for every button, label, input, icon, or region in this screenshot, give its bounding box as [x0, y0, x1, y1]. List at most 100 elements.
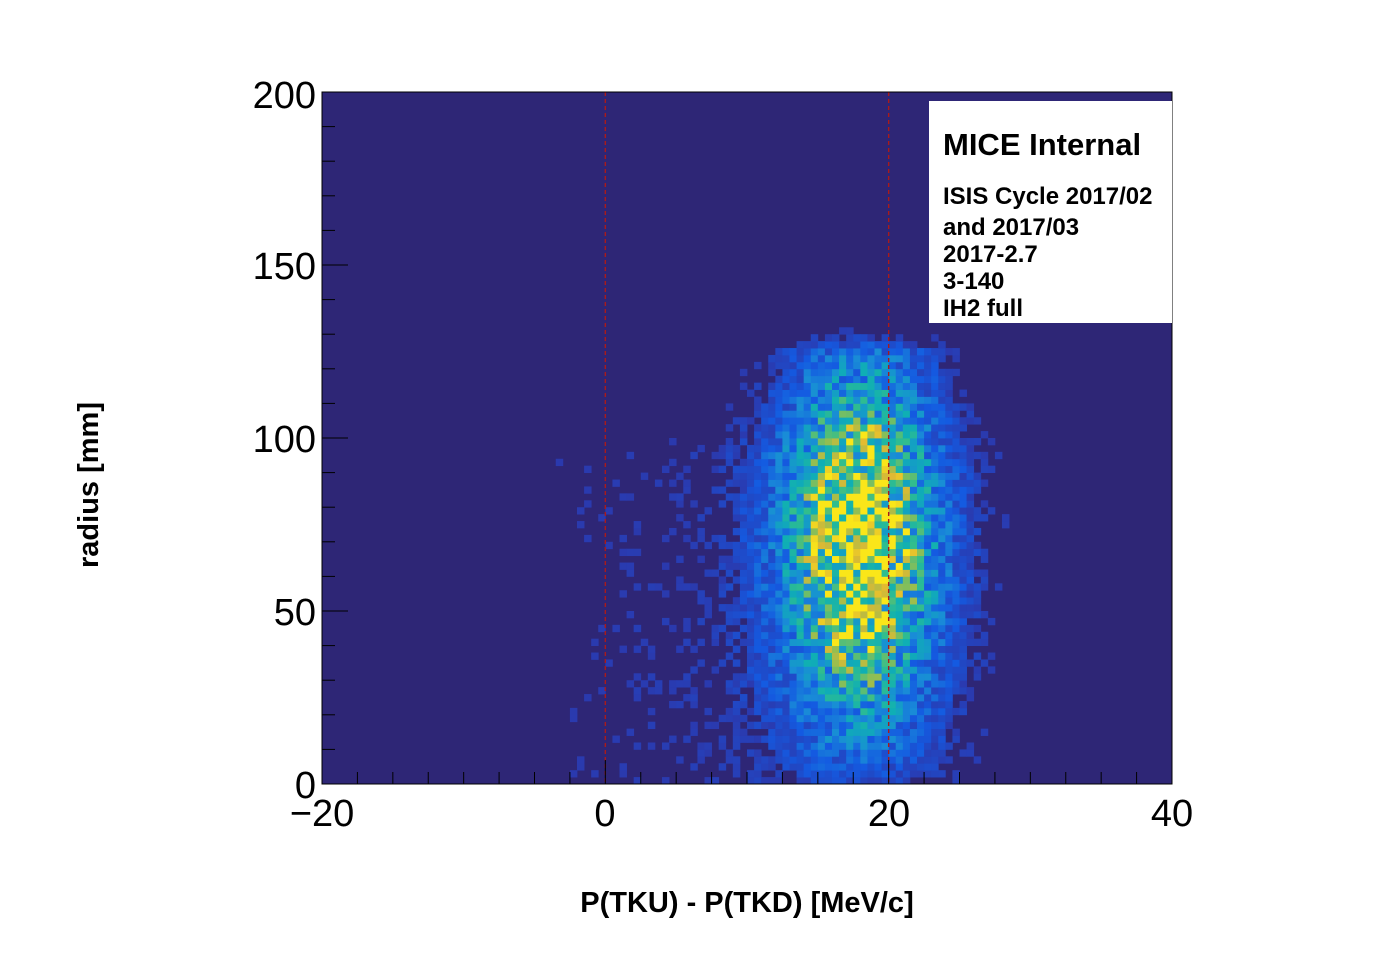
histogram-cell — [810, 707, 819, 716]
histogram-cell — [810, 444, 819, 453]
histogram-cell — [683, 479, 691, 487]
histogram-cell — [895, 500, 904, 508]
histogram-cell — [839, 444, 847, 453]
histogram-cell — [612, 479, 620, 487]
histogram-cell — [782, 507, 790, 515]
histogram-cell — [938, 382, 946, 390]
histogram-cell — [959, 389, 967, 397]
histogram-cell — [782, 652, 790, 660]
histogram-cell — [761, 507, 769, 515]
histogram-cell — [824, 493, 833, 501]
histogram-cell — [839, 687, 847, 695]
histogram-cell — [775, 403, 783, 411]
histogram-cell — [888, 770, 897, 778]
histogram-cell — [860, 728, 868, 736]
histogram-cell — [761, 444, 769, 453]
histogram-cell — [832, 756, 840, 764]
histogram-cell — [959, 548, 967, 557]
histogram-cell — [619, 645, 627, 653]
histogram-cell — [846, 763, 854, 771]
histogram-cell — [881, 576, 890, 584]
histogram-cell — [938, 673, 946, 681]
histogram-cell — [902, 590, 911, 598]
histogram-cell — [739, 638, 748, 646]
histogram-cell — [810, 410, 819, 418]
histogram-cell — [874, 624, 882, 633]
histogram-cell — [619, 763, 627, 771]
histogram-cell — [895, 576, 904, 584]
histogram-cell — [846, 631, 854, 640]
histogram-cell — [846, 687, 854, 695]
histogram-cell — [817, 721, 826, 730]
histogram-cell — [895, 382, 904, 390]
histogram-cell — [881, 569, 890, 577]
histogram-cell — [853, 756, 861, 764]
histogram-cell — [924, 534, 932, 543]
histogram-cell — [796, 458, 805, 467]
legend-line: and 2017/03 — [943, 214, 1080, 241]
histogram-cell — [860, 541, 868, 550]
histogram-cell — [697, 555, 705, 563]
histogram-cell — [938, 514, 946, 522]
histogram-cell — [754, 694, 762, 702]
histogram-cell — [782, 444, 790, 453]
histogram-cell — [881, 521, 890, 529]
histogram-cell — [732, 604, 741, 612]
histogram-cell — [867, 479, 875, 487]
histogram-cell — [867, 763, 875, 771]
histogram-cell — [754, 763, 762, 771]
histogram-cell — [945, 700, 953, 709]
histogram-cell — [959, 541, 967, 550]
histogram-cell — [704, 611, 712, 619]
histogram-cell — [839, 389, 847, 397]
histogram-cell — [761, 707, 769, 716]
histogram-cell — [824, 770, 833, 778]
histogram-cell — [754, 424, 762, 432]
histogram-cell — [817, 354, 826, 363]
histogram-cell — [959, 749, 967, 757]
histogram-cell — [931, 534, 939, 543]
histogram-cell — [817, 472, 826, 480]
histogram-cell — [789, 368, 797, 377]
histogram-cell — [839, 700, 847, 709]
histogram-cell — [754, 749, 762, 757]
histogram-cell — [761, 694, 769, 702]
histogram-cell — [945, 631, 953, 640]
histogram-cell — [839, 548, 847, 557]
histogram-cell — [832, 410, 840, 418]
histogram-cell — [775, 472, 783, 480]
histogram-cell — [817, 624, 826, 633]
histogram-cell — [796, 756, 805, 764]
histogram-cell — [902, 562, 911, 570]
histogram-cell — [874, 569, 882, 577]
histogram-cell — [945, 521, 953, 529]
histogram-cell — [747, 465, 755, 473]
histogram-cell — [895, 431, 904, 439]
histogram-cell — [782, 721, 790, 730]
histogram-cell — [945, 687, 953, 695]
histogram-cell — [931, 673, 939, 681]
histogram-cell — [768, 721, 776, 730]
histogram-cell — [867, 548, 875, 557]
histogram-cell — [888, 507, 897, 515]
histogram-cell — [796, 749, 805, 757]
histogram-cell — [938, 396, 946, 404]
histogram-cell — [824, 548, 833, 557]
histogram-cell — [867, 611, 875, 619]
histogram-cell — [739, 527, 748, 536]
histogram-cell — [775, 590, 783, 598]
histogram-cell — [959, 451, 967, 460]
histogram-cell — [768, 514, 776, 522]
histogram-cell — [874, 389, 882, 397]
histogram-cell — [824, 472, 833, 480]
histogram-cell — [952, 673, 960, 681]
histogram-cell — [874, 583, 882, 591]
y-tick-label: 0 — [295, 765, 316, 807]
histogram-cell — [754, 361, 762, 370]
histogram-cell — [796, 590, 805, 598]
histogram-cell — [938, 659, 946, 667]
histogram-cell — [732, 763, 741, 771]
histogram-cell — [895, 687, 904, 695]
histogram-cell — [768, 486, 776, 494]
histogram-cell — [874, 534, 882, 543]
